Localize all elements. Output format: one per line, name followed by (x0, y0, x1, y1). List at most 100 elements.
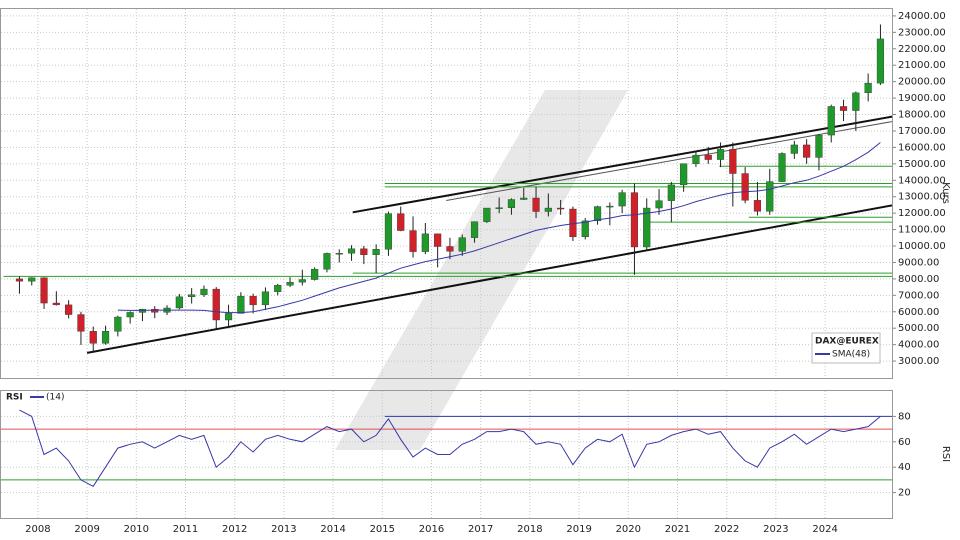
candle-body (852, 92, 860, 111)
y-tick-label: 17000.00 (898, 126, 946, 137)
candle-body (151, 309, 159, 313)
y-tick-label: 12000.00 (898, 208, 946, 219)
candle-body (360, 248, 368, 255)
y-tick-label: 40 (898, 462, 911, 473)
candle-body (384, 213, 393, 250)
candle-body (286, 281, 294, 286)
y-tick-label: 23000.00 (898, 27, 946, 38)
x-tick-label: 2015 (370, 524, 395, 535)
y-tick-label: 13000.00 (898, 192, 946, 203)
candle-body (77, 314, 85, 332)
candle-body (495, 207, 503, 209)
candle-body (876, 38, 885, 84)
candle-body (729, 149, 737, 174)
candle-body (261, 291, 270, 306)
candle-body (741, 173, 749, 201)
candle-body (188, 294, 196, 298)
watermark (335, 90, 628, 450)
x-tick-label: 2013 (271, 524, 296, 535)
y-tick-label: 5000.00 (898, 323, 939, 334)
candle-body (692, 154, 700, 164)
candle-body (224, 313, 233, 321)
y-tick-label: 80 (898, 411, 911, 422)
candle-body (667, 184, 675, 201)
y-tick-label: 19000.00 (898, 93, 946, 104)
candle-body (581, 220, 589, 238)
legend-box (811, 332, 881, 364)
candle-body (421, 233, 429, 252)
candle-body (298, 279, 306, 283)
x-tick-label: 2012 (222, 524, 247, 535)
x-tick-label: 2021 (665, 524, 690, 535)
x-tick-label: 2023 (763, 524, 788, 535)
y-tick-label: 24000.00 (898, 11, 946, 22)
candle-body (347, 248, 356, 254)
candle-body (704, 154, 712, 160)
rsi-legend-label: (14) (46, 393, 64, 403)
y-tick-label: 7000.00 (898, 290, 939, 301)
candle-body (778, 153, 786, 182)
candle-body (126, 312, 134, 318)
candle-body (372, 249, 380, 255)
y-tick-label: 10000.00 (898, 241, 946, 252)
y-tick-label: 16000.00 (898, 142, 946, 153)
y-axis-title: Kurs (940, 182, 951, 204)
x-tick-label: 2018 (517, 524, 542, 535)
series-line (117, 142, 881, 314)
y-tick-label: 9000.00 (898, 257, 939, 268)
candle-body (28, 277, 36, 282)
candle-body (544, 207, 552, 212)
legend-label: SMA(48) (832, 350, 870, 360)
candle-body (483, 207, 491, 222)
y-tick-label: 4000.00 (898, 340, 939, 351)
x-tick-label: 2024 (812, 524, 837, 535)
candle-body (680, 163, 688, 186)
candle-body (569, 208, 577, 238)
candle-body (249, 295, 257, 306)
x-tick-label: 2020 (616, 524, 641, 535)
candle-body (864, 82, 872, 94)
y-tick-label: 20000.00 (898, 77, 946, 88)
y-tick-label: 8000.00 (898, 274, 939, 285)
series-line (19, 409, 881, 487)
candle-body (655, 200, 663, 209)
candle-body (409, 230, 417, 252)
candle-body (520, 197, 528, 200)
candle-body (65, 304, 73, 315)
candle-body (114, 316, 122, 332)
y-tick-label: 60 (898, 437, 911, 448)
candle-body (643, 207, 651, 248)
x-tick-label: 2011 (173, 524, 198, 535)
x-tick-label: 2016 (419, 524, 444, 535)
reference-line (352, 115, 893, 214)
y-tick-label: 3000.00 (898, 356, 939, 367)
candle-body (89, 331, 97, 344)
candle-body (827, 106, 835, 136)
candle-body (532, 197, 540, 212)
y-tick-label: 6000.00 (898, 307, 939, 318)
x-tick-label: 2009 (74, 524, 99, 535)
candle-body (274, 285, 282, 292)
plot-layer: 3000.00 4000.00 5000.00 6000.00 7000.00 8000.… (1, 9, 946, 535)
candle-body (446, 246, 454, 252)
candle-body (606, 205, 614, 208)
rsi-title: RSI (6, 393, 23, 403)
candle-body (815, 134, 823, 158)
candle-body (434, 233, 442, 247)
candle-body (175, 296, 183, 309)
y-tick-label: 14000.00 (898, 175, 946, 186)
x-tick-label: 2022 (714, 524, 739, 535)
y-tick-label: 18000.00 (898, 110, 946, 121)
price-panel-frame (0, 8, 893, 379)
candle-body (766, 181, 774, 212)
candle-body (618, 192, 626, 207)
candle-body (212, 288, 220, 321)
candle-body (839, 106, 848, 111)
candle-body (790, 144, 798, 154)
y-tick-label: 11000.00 (898, 225, 946, 236)
y-tick-label: 21000.00 (898, 60, 946, 71)
candle-body (803, 144, 811, 158)
x-tick-label: 2014 (320, 524, 345, 535)
candle-body (311, 268, 319, 280)
